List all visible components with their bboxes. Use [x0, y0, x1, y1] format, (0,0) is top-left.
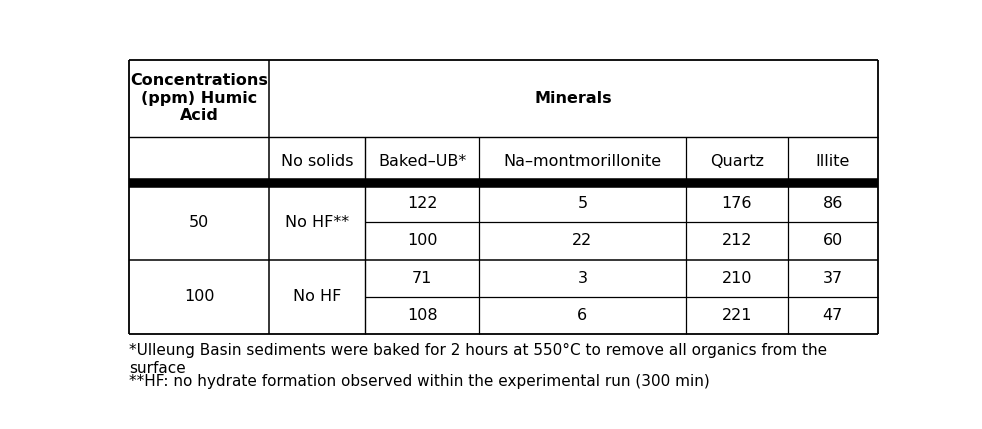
Text: 108: 108 [407, 308, 438, 323]
Text: Quartz: Quartz [710, 154, 764, 169]
Text: Illite: Illite [816, 154, 850, 169]
Text: 221: 221 [722, 308, 752, 323]
Text: **HF: no hydrate formation observed within the experimental run (300 min): **HF: no hydrate formation observed with… [129, 374, 710, 389]
Text: 210: 210 [722, 271, 752, 286]
Text: 100: 100 [408, 233, 438, 248]
Text: 86: 86 [823, 196, 843, 211]
Text: 6: 6 [577, 308, 587, 323]
Text: 37: 37 [823, 271, 843, 286]
Text: 100: 100 [184, 289, 214, 304]
Text: 71: 71 [412, 271, 432, 286]
Text: Baked–UB*: Baked–UB* [378, 154, 466, 169]
Text: No solids: No solids [281, 154, 354, 169]
Text: 22: 22 [573, 233, 592, 248]
Text: 60: 60 [823, 233, 843, 248]
Text: 3: 3 [577, 271, 587, 286]
Text: Minerals: Minerals [535, 91, 613, 106]
Text: 212: 212 [722, 233, 752, 248]
Text: Concentrations
(ppm) Humic
Acid: Concentrations (ppm) Humic Acid [131, 73, 268, 123]
Text: surface: surface [129, 361, 186, 376]
Text: 47: 47 [823, 308, 843, 323]
Text: 176: 176 [722, 196, 752, 211]
Text: No HF: No HF [294, 289, 342, 304]
Text: *Ulleung Basin sediments were baked for 2 hours at 550°C to remove all organics : *Ulleung Basin sediments were baked for … [129, 343, 827, 358]
Text: 122: 122 [408, 196, 438, 211]
Text: Na–montmorillonite: Na–montmorillonite [504, 154, 662, 169]
Text: 50: 50 [189, 215, 209, 230]
Text: 5: 5 [577, 196, 587, 211]
Text: No HF**: No HF** [286, 215, 350, 230]
